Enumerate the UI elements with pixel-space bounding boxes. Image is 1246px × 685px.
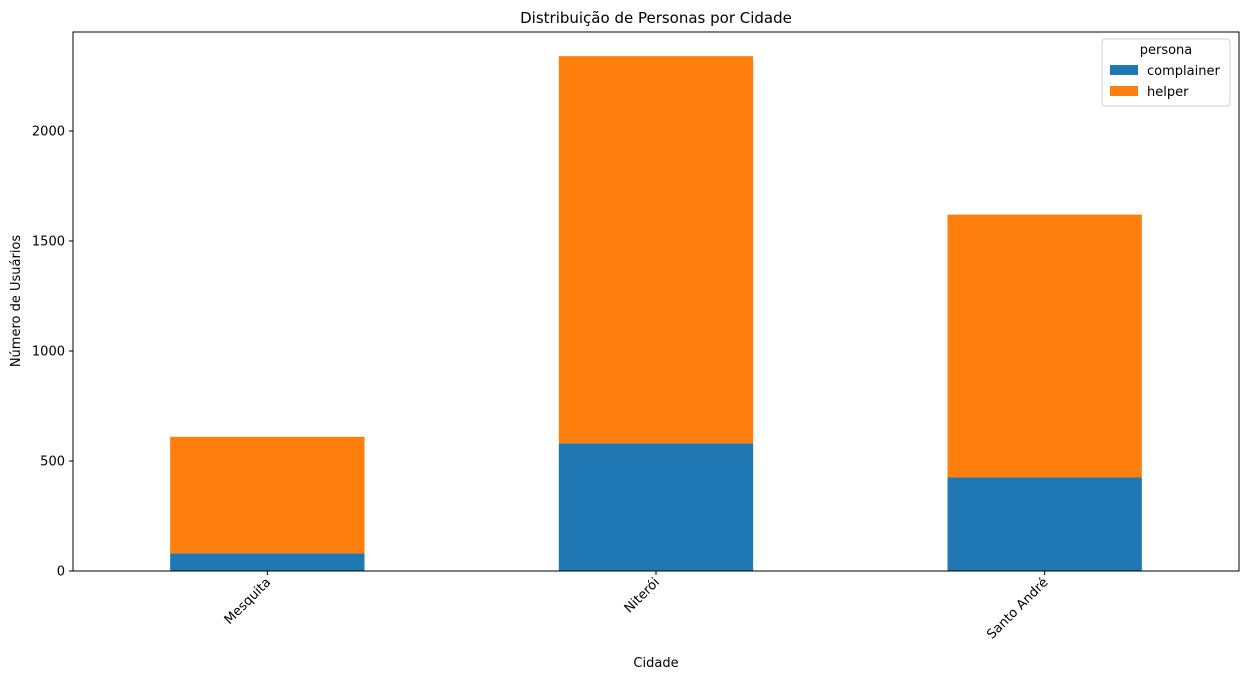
y-tick-label: 500 bbox=[40, 455, 65, 470]
legend-label-complainer: complainer bbox=[1147, 64, 1220, 79]
y-axis: 0 500 1000 1500 2000 bbox=[32, 125, 73, 580]
y-tick-label: 2000 bbox=[32, 125, 65, 140]
bar-helper-0 bbox=[170, 436, 365, 554]
y-axis-label: Número de Usuários bbox=[9, 235, 24, 368]
legend: persona complainer helper bbox=[1101, 38, 1231, 107]
legend-swatch-complainer bbox=[1110, 65, 1138, 75]
bar-complainer-2 bbox=[947, 477, 1142, 571]
legend-swatch-helper bbox=[1110, 86, 1138, 96]
bar-complainer-0 bbox=[170, 553, 365, 571]
chart-title: Distribuição de Personas por Cidade bbox=[520, 9, 792, 27]
plot-frame bbox=[72, 31, 1240, 572]
bar-helper-1 bbox=[558, 56, 754, 444]
x-axis-label: Cidade bbox=[633, 656, 678, 671]
y-tick-label: 1500 bbox=[32, 235, 65, 250]
legend-label-helper: helper bbox=[1147, 85, 1189, 100]
x-tick-label: Niterói bbox=[622, 575, 663, 616]
y-tick-label: 1000 bbox=[32, 345, 65, 360]
x-tick-label: Mesquita bbox=[222, 575, 274, 627]
y-tick-label: 0 bbox=[57, 565, 65, 580]
bars-layer bbox=[170, 56, 1142, 571]
x-axis: Mesquita Niterói Santo André bbox=[222, 571, 1051, 642]
bar-helper-2 bbox=[947, 214, 1142, 478]
bar-complainer-1 bbox=[558, 443, 754, 571]
x-tick-label: Santo André bbox=[984, 575, 1051, 642]
legend-title: persona bbox=[1140, 43, 1193, 58]
